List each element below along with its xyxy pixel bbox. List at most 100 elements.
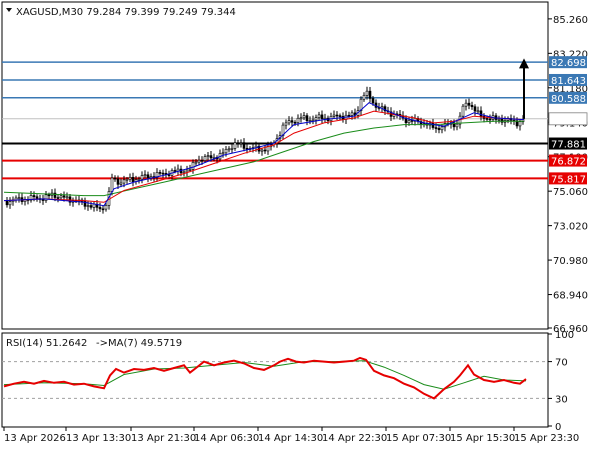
price-tick-label: 68.940 (553, 291, 588, 302)
candle-body (434, 127, 438, 129)
symbol-dropdown-icon[interactable] (6, 8, 12, 12)
current-price-tag-border (548, 112, 588, 126)
candle-body (473, 106, 477, 112)
candle-body (41, 199, 45, 201)
candle-body (35, 196, 39, 199)
rsi-tick-label: 0 (555, 422, 561, 433)
current-price-tag-bg (549, 112, 587, 125)
candle-body (65, 196, 69, 199)
candle-body (296, 117, 300, 123)
candle-body (137, 178, 141, 181)
candle-body (128, 177, 132, 180)
rsi-lines-group (2, 356, 548, 400)
level-tag-support-bg (549, 172, 587, 185)
candle-body (8, 201, 12, 206)
candle-body (89, 205, 93, 208)
candle-body (305, 115, 309, 121)
candle-body (488, 118, 492, 121)
candle-body (497, 119, 501, 121)
candle-body (146, 174, 150, 179)
time-tick-label: 13 Apr 21:30 (131, 433, 196, 444)
candle-body (53, 192, 57, 198)
candle-body (185, 169, 189, 173)
candle-body (56, 197, 60, 199)
candle-body (29, 195, 33, 201)
moving-averages-group (3, 102, 525, 207)
candle-body (365, 90, 369, 96)
candle-body (125, 178, 129, 181)
ma-fast-line (3, 102, 525, 207)
candle-body (32, 195, 36, 198)
candle-body (173, 170, 177, 172)
level-tag-pivot-bg (549, 137, 587, 150)
candle-body (86, 205, 90, 207)
candle-body (470, 105, 474, 108)
level-tag-resistance-text: 81.643 (551, 76, 586, 87)
candle-body (410, 120, 414, 122)
candle-body (203, 156, 207, 161)
candle-body (47, 194, 51, 197)
candle-body (59, 195, 63, 199)
candle-body (161, 172, 165, 175)
price-tags-group: 82.698 81.643 80.588 77.881 76.872 75.817 79.3… (548, 56, 588, 185)
level-tag-resistance-text: 80.588 (551, 94, 586, 105)
level-tag-support-text: 76.872 (551, 157, 586, 168)
current-price-tag-text: 79.344 (551, 115, 586, 126)
candle-body (140, 175, 144, 180)
candle-body (197, 159, 201, 163)
price-tick-label: 85.260 (553, 15, 588, 26)
candle-body (83, 201, 87, 207)
main-chart-frame (1, 1, 549, 330)
time-tick-label: 13 Apr 2026 (4, 433, 66, 444)
rsi-tick-label: 100 (555, 330, 574, 341)
candle-body (182, 171, 186, 174)
candle-body (62, 195, 66, 198)
candle-body (335, 114, 339, 117)
level-tag-resistance-bg (549, 91, 587, 104)
candle-body (452, 122, 456, 128)
time-tick-label: 15 Apr 15:30 (450, 433, 515, 444)
candle-body (191, 162, 195, 170)
candle-body (227, 148, 231, 151)
candle-body (239, 142, 243, 144)
candle-body (242, 142, 246, 149)
ma-mid-line (3, 110, 525, 203)
candle-body (314, 117, 318, 121)
time-tick-label: 15 Apr 07:30 (386, 433, 451, 444)
candle-body (350, 112, 354, 116)
candle-body (263, 149, 267, 152)
symbol-header: XAGUSD,M30 79.284 79.399 79.249 79.344 (16, 7, 236, 18)
candle-body (317, 114, 321, 118)
candle-body (149, 176, 153, 179)
price-tick-label: 70.980 (553, 256, 588, 267)
candle-body (233, 142, 237, 149)
candle-body (287, 120, 291, 124)
time-tick-label: 13 Apr 13:30 (66, 433, 131, 444)
level-tag-pivot-text: 77.881 (551, 140, 586, 151)
candle-body (200, 159, 204, 162)
candle-body (119, 182, 123, 185)
candle-body (518, 121, 522, 127)
candle-body (455, 123, 459, 128)
rsi-line (3, 356, 527, 400)
time-tick-label: 14 Apr 22:30 (322, 433, 387, 444)
level-tag-support-bg (549, 154, 587, 167)
candle-body (212, 157, 216, 159)
candle-body (476, 110, 480, 113)
candle-body (104, 205, 108, 210)
candle-body (485, 118, 489, 120)
level-tag-support-text: 75.817 (551, 174, 586, 185)
candle-body (260, 149, 264, 152)
candle-body (17, 197, 21, 199)
candle-body (236, 142, 240, 144)
forecast-arrow-head (519, 58, 529, 69)
candle-body (359, 98, 363, 111)
time-tick-label: 14 Apr 14:30 (258, 433, 323, 444)
rsi-ma-label: ->MA(7) 49.5719 (96, 338, 182, 349)
candle-body (122, 179, 126, 184)
time-tick-label: 15 Apr 23:30 (514, 433, 579, 444)
price-tick-label: 73.020 (553, 222, 588, 233)
candle-body (5, 200, 9, 206)
candle-body (464, 102, 468, 107)
